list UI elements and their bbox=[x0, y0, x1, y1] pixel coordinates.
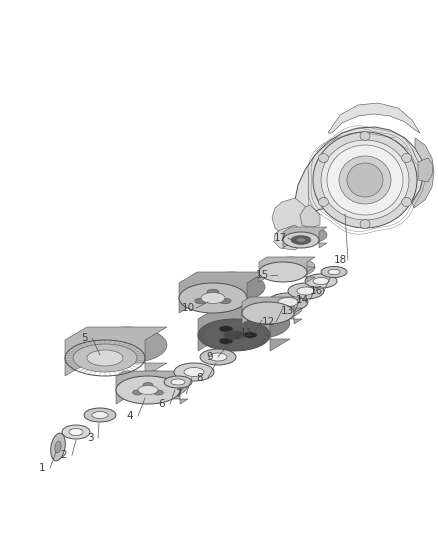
Polygon shape bbox=[65, 327, 167, 376]
Polygon shape bbox=[272, 198, 310, 237]
Ellipse shape bbox=[291, 227, 327, 243]
Text: 1: 1 bbox=[39, 463, 45, 473]
Polygon shape bbox=[283, 227, 327, 248]
Polygon shape bbox=[412, 138, 434, 208]
Polygon shape bbox=[295, 127, 424, 217]
Ellipse shape bbox=[184, 367, 204, 376]
Ellipse shape bbox=[360, 220, 370, 229]
Ellipse shape bbox=[84, 408, 116, 422]
Ellipse shape bbox=[116, 376, 180, 404]
Text: 14: 14 bbox=[295, 295, 309, 305]
Ellipse shape bbox=[267, 257, 315, 277]
Text: 10: 10 bbox=[181, 303, 194, 313]
Polygon shape bbox=[300, 205, 320, 228]
Ellipse shape bbox=[327, 145, 403, 215]
Ellipse shape bbox=[347, 163, 383, 197]
Ellipse shape bbox=[55, 441, 61, 453]
Ellipse shape bbox=[219, 326, 233, 332]
Text: 17: 17 bbox=[273, 233, 286, 243]
Text: 18: 18 bbox=[333, 255, 346, 265]
Ellipse shape bbox=[318, 154, 328, 163]
Polygon shape bbox=[259, 267, 315, 272]
Ellipse shape bbox=[124, 371, 188, 399]
Ellipse shape bbox=[179, 283, 247, 313]
Ellipse shape bbox=[270, 266, 296, 278]
Ellipse shape bbox=[278, 297, 298, 306]
Text: 13: 13 bbox=[280, 306, 293, 316]
Ellipse shape bbox=[87, 327, 167, 363]
Polygon shape bbox=[116, 371, 188, 404]
Ellipse shape bbox=[328, 269, 340, 274]
Ellipse shape bbox=[209, 353, 227, 361]
Ellipse shape bbox=[339, 156, 391, 204]
Ellipse shape bbox=[195, 298, 207, 304]
Ellipse shape bbox=[73, 344, 137, 372]
Ellipse shape bbox=[69, 429, 83, 435]
Text: 3: 3 bbox=[87, 433, 93, 443]
Ellipse shape bbox=[218, 307, 290, 339]
Ellipse shape bbox=[92, 411, 108, 418]
Ellipse shape bbox=[321, 140, 409, 220]
Ellipse shape bbox=[360, 132, 370, 141]
Polygon shape bbox=[198, 307, 290, 351]
Ellipse shape bbox=[297, 287, 315, 295]
Ellipse shape bbox=[296, 238, 306, 242]
Polygon shape bbox=[116, 385, 188, 390]
Ellipse shape bbox=[174, 363, 214, 381]
Ellipse shape bbox=[283, 232, 319, 248]
Ellipse shape bbox=[153, 390, 163, 395]
Ellipse shape bbox=[197, 272, 265, 302]
Ellipse shape bbox=[288, 283, 324, 299]
Ellipse shape bbox=[242, 302, 294, 324]
Text: 8: 8 bbox=[197, 373, 203, 383]
Ellipse shape bbox=[51, 433, 65, 461]
Polygon shape bbox=[179, 272, 265, 313]
Ellipse shape bbox=[250, 297, 302, 319]
Text: 2: 2 bbox=[61, 450, 67, 460]
Ellipse shape bbox=[254, 307, 282, 319]
Polygon shape bbox=[242, 297, 302, 324]
Polygon shape bbox=[242, 308, 302, 313]
Text: 12: 12 bbox=[261, 317, 275, 327]
Text: 9: 9 bbox=[207, 352, 213, 362]
Text: 11: 11 bbox=[240, 328, 253, 338]
Polygon shape bbox=[274, 225, 302, 250]
Text: 7: 7 bbox=[175, 389, 181, 399]
Ellipse shape bbox=[143, 383, 153, 387]
Polygon shape bbox=[259, 257, 315, 282]
Ellipse shape bbox=[318, 198, 328, 206]
Ellipse shape bbox=[171, 379, 185, 385]
Polygon shape bbox=[418, 158, 433, 182]
Ellipse shape bbox=[291, 236, 311, 245]
Text: 4: 4 bbox=[127, 411, 133, 421]
Ellipse shape bbox=[133, 390, 143, 395]
Ellipse shape bbox=[224, 330, 244, 340]
Ellipse shape bbox=[138, 385, 158, 394]
Polygon shape bbox=[328, 103, 420, 133]
Ellipse shape bbox=[164, 376, 192, 388]
Ellipse shape bbox=[87, 350, 123, 366]
Ellipse shape bbox=[259, 262, 307, 282]
Ellipse shape bbox=[219, 338, 233, 344]
Text: 16: 16 bbox=[309, 286, 323, 296]
Ellipse shape bbox=[313, 278, 329, 285]
Ellipse shape bbox=[243, 332, 257, 338]
Ellipse shape bbox=[313, 132, 417, 228]
Ellipse shape bbox=[402, 154, 412, 163]
Ellipse shape bbox=[207, 289, 219, 295]
Text: 15: 15 bbox=[255, 270, 268, 280]
Ellipse shape bbox=[198, 319, 270, 351]
Text: 6: 6 bbox=[159, 399, 165, 409]
Text: 5: 5 bbox=[81, 333, 87, 343]
Ellipse shape bbox=[321, 266, 347, 278]
Ellipse shape bbox=[201, 293, 225, 303]
Ellipse shape bbox=[268, 293, 308, 311]
Ellipse shape bbox=[305, 274, 337, 288]
Ellipse shape bbox=[200, 349, 236, 365]
Ellipse shape bbox=[62, 425, 90, 439]
Ellipse shape bbox=[219, 298, 231, 304]
Ellipse shape bbox=[402, 198, 412, 206]
